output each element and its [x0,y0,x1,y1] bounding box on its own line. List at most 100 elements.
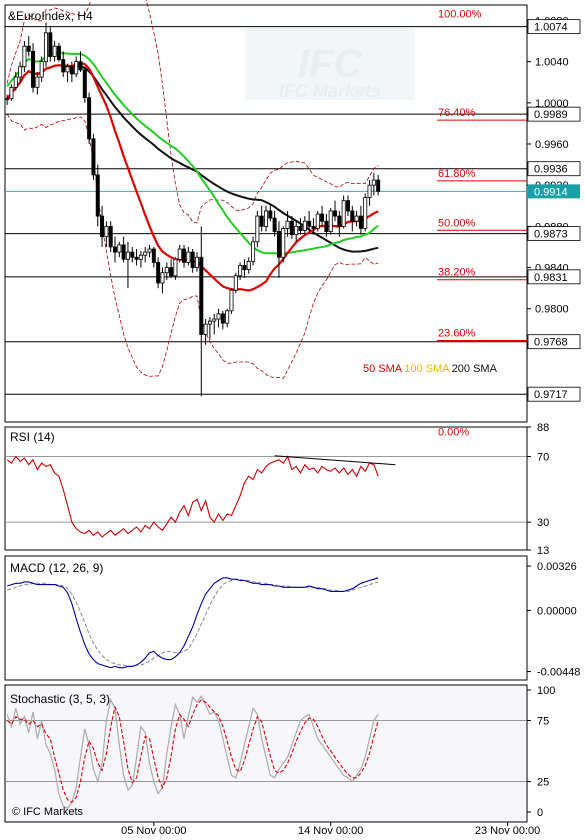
candle-body [13,76,18,88]
price-level-label: 0.9873 [534,229,568,241]
footer-brand: © IFC Markets [12,806,84,818]
candle-body [376,179,381,192]
sma-100-line [6,51,379,255]
sma-legend-item: 50 SMA [363,363,403,375]
rsi-line [6,455,379,538]
candle-body [130,251,135,258]
sma-legend-item: 100 SMA [404,363,450,375]
candle-body [294,225,299,236]
macd-tick-label: 0.00000 [537,606,577,618]
candle-body [22,45,27,68]
time-axis-label: 23 Nov 00:00 [475,825,540,837]
stochastic-panel-bg [5,685,527,822]
candle-body [74,61,79,75]
candle-body [39,61,44,78]
price-level-label: 0.9936 [534,164,568,176]
candle-body [56,45,61,60]
candle-body [182,248,187,263]
stochastic-tick-label: 100 [537,685,555,697]
candle-body [371,179,376,186]
candle-body [31,50,36,88]
fib-level-label: 76.40% [438,107,476,119]
candle-body [95,174,100,217]
candle-body [113,246,118,253]
ifc-markets-watermark: IFC IFC Markets [245,28,415,101]
candle-body [216,313,221,320]
candle-body [281,228,286,258]
candle-body [78,61,83,71]
rsi-tick-label: 70 [537,452,549,464]
panel-frame-0 [4,4,528,423]
candle-body [177,248,182,260]
rsi-tick-label: 13 [537,545,549,557]
candle-body [26,45,31,52]
candle-body [156,262,161,284]
candle-body [48,32,53,57]
candle-body [220,313,225,324]
fib-level-label: 38.20% [438,267,476,279]
svg-text:IFC: IFC [298,42,364,86]
macd-line [7,577,379,669]
candle-body [358,215,363,229]
candle-body [207,320,212,325]
candle-body [169,267,174,277]
candle-body [302,220,307,231]
price-level-box [527,19,581,35]
candle-body [311,225,316,229]
sma-legend-item: 200 SMA [452,363,498,375]
stochastic-tick-label: 75 [537,716,549,728]
candle-body [320,213,325,222]
candle-body [251,241,256,262]
candle-body [341,200,346,227]
stochastic-k-line [6,694,379,810]
candle-body [255,215,260,243]
candle-body [276,231,281,258]
candle-body [190,251,195,268]
candle-body [125,251,130,260]
candle-body [246,260,251,271]
candle-body [263,210,268,227]
candle-body [138,254,143,260]
macd-signal-line [7,578,379,667]
candle-body [143,251,148,256]
fib-level-label: 61.80% [438,168,476,180]
candle-body [82,69,87,99]
candle-body [69,66,74,75]
current-price-label: 0.9914 [534,186,568,198]
candle-body [363,197,368,229]
candle-body [307,220,312,227]
candle-body [121,244,126,260]
candle-body [173,258,178,277]
panel-frame-3 [4,684,528,823]
price-level-box [527,161,581,177]
candle-body [367,184,372,198]
candle-body [268,210,273,219]
rsi-tick-label: 88 [537,422,549,434]
candle-body [186,251,191,263]
candle-body [5,98,10,101]
candle-body [345,200,350,212]
candle-body [259,215,264,227]
panel-frame-2 [4,555,528,681]
candle-body [324,220,329,232]
stochastic-d-line [6,699,379,803]
candle-body [52,45,57,57]
candle-body [242,265,247,271]
candle-body [151,248,156,263]
stochastic-title: Stochastic (3, 5, 3) [10,692,110,706]
candle-body [289,220,294,236]
price-level-box [527,386,581,402]
candle-body [35,76,40,88]
upper-band-line [6,0,379,224]
candle-body [203,323,208,335]
candle-body [108,225,113,248]
candle-body [18,66,23,78]
candle-body [298,225,303,231]
price-level-label: 0.9831 [534,272,568,284]
candle-body [285,220,290,229]
price-level-box [527,334,581,350]
price-level-box [527,269,581,285]
candle-body [199,256,204,335]
macd-tick-label: -0.00448 [537,667,580,679]
candle-body [233,275,238,291]
